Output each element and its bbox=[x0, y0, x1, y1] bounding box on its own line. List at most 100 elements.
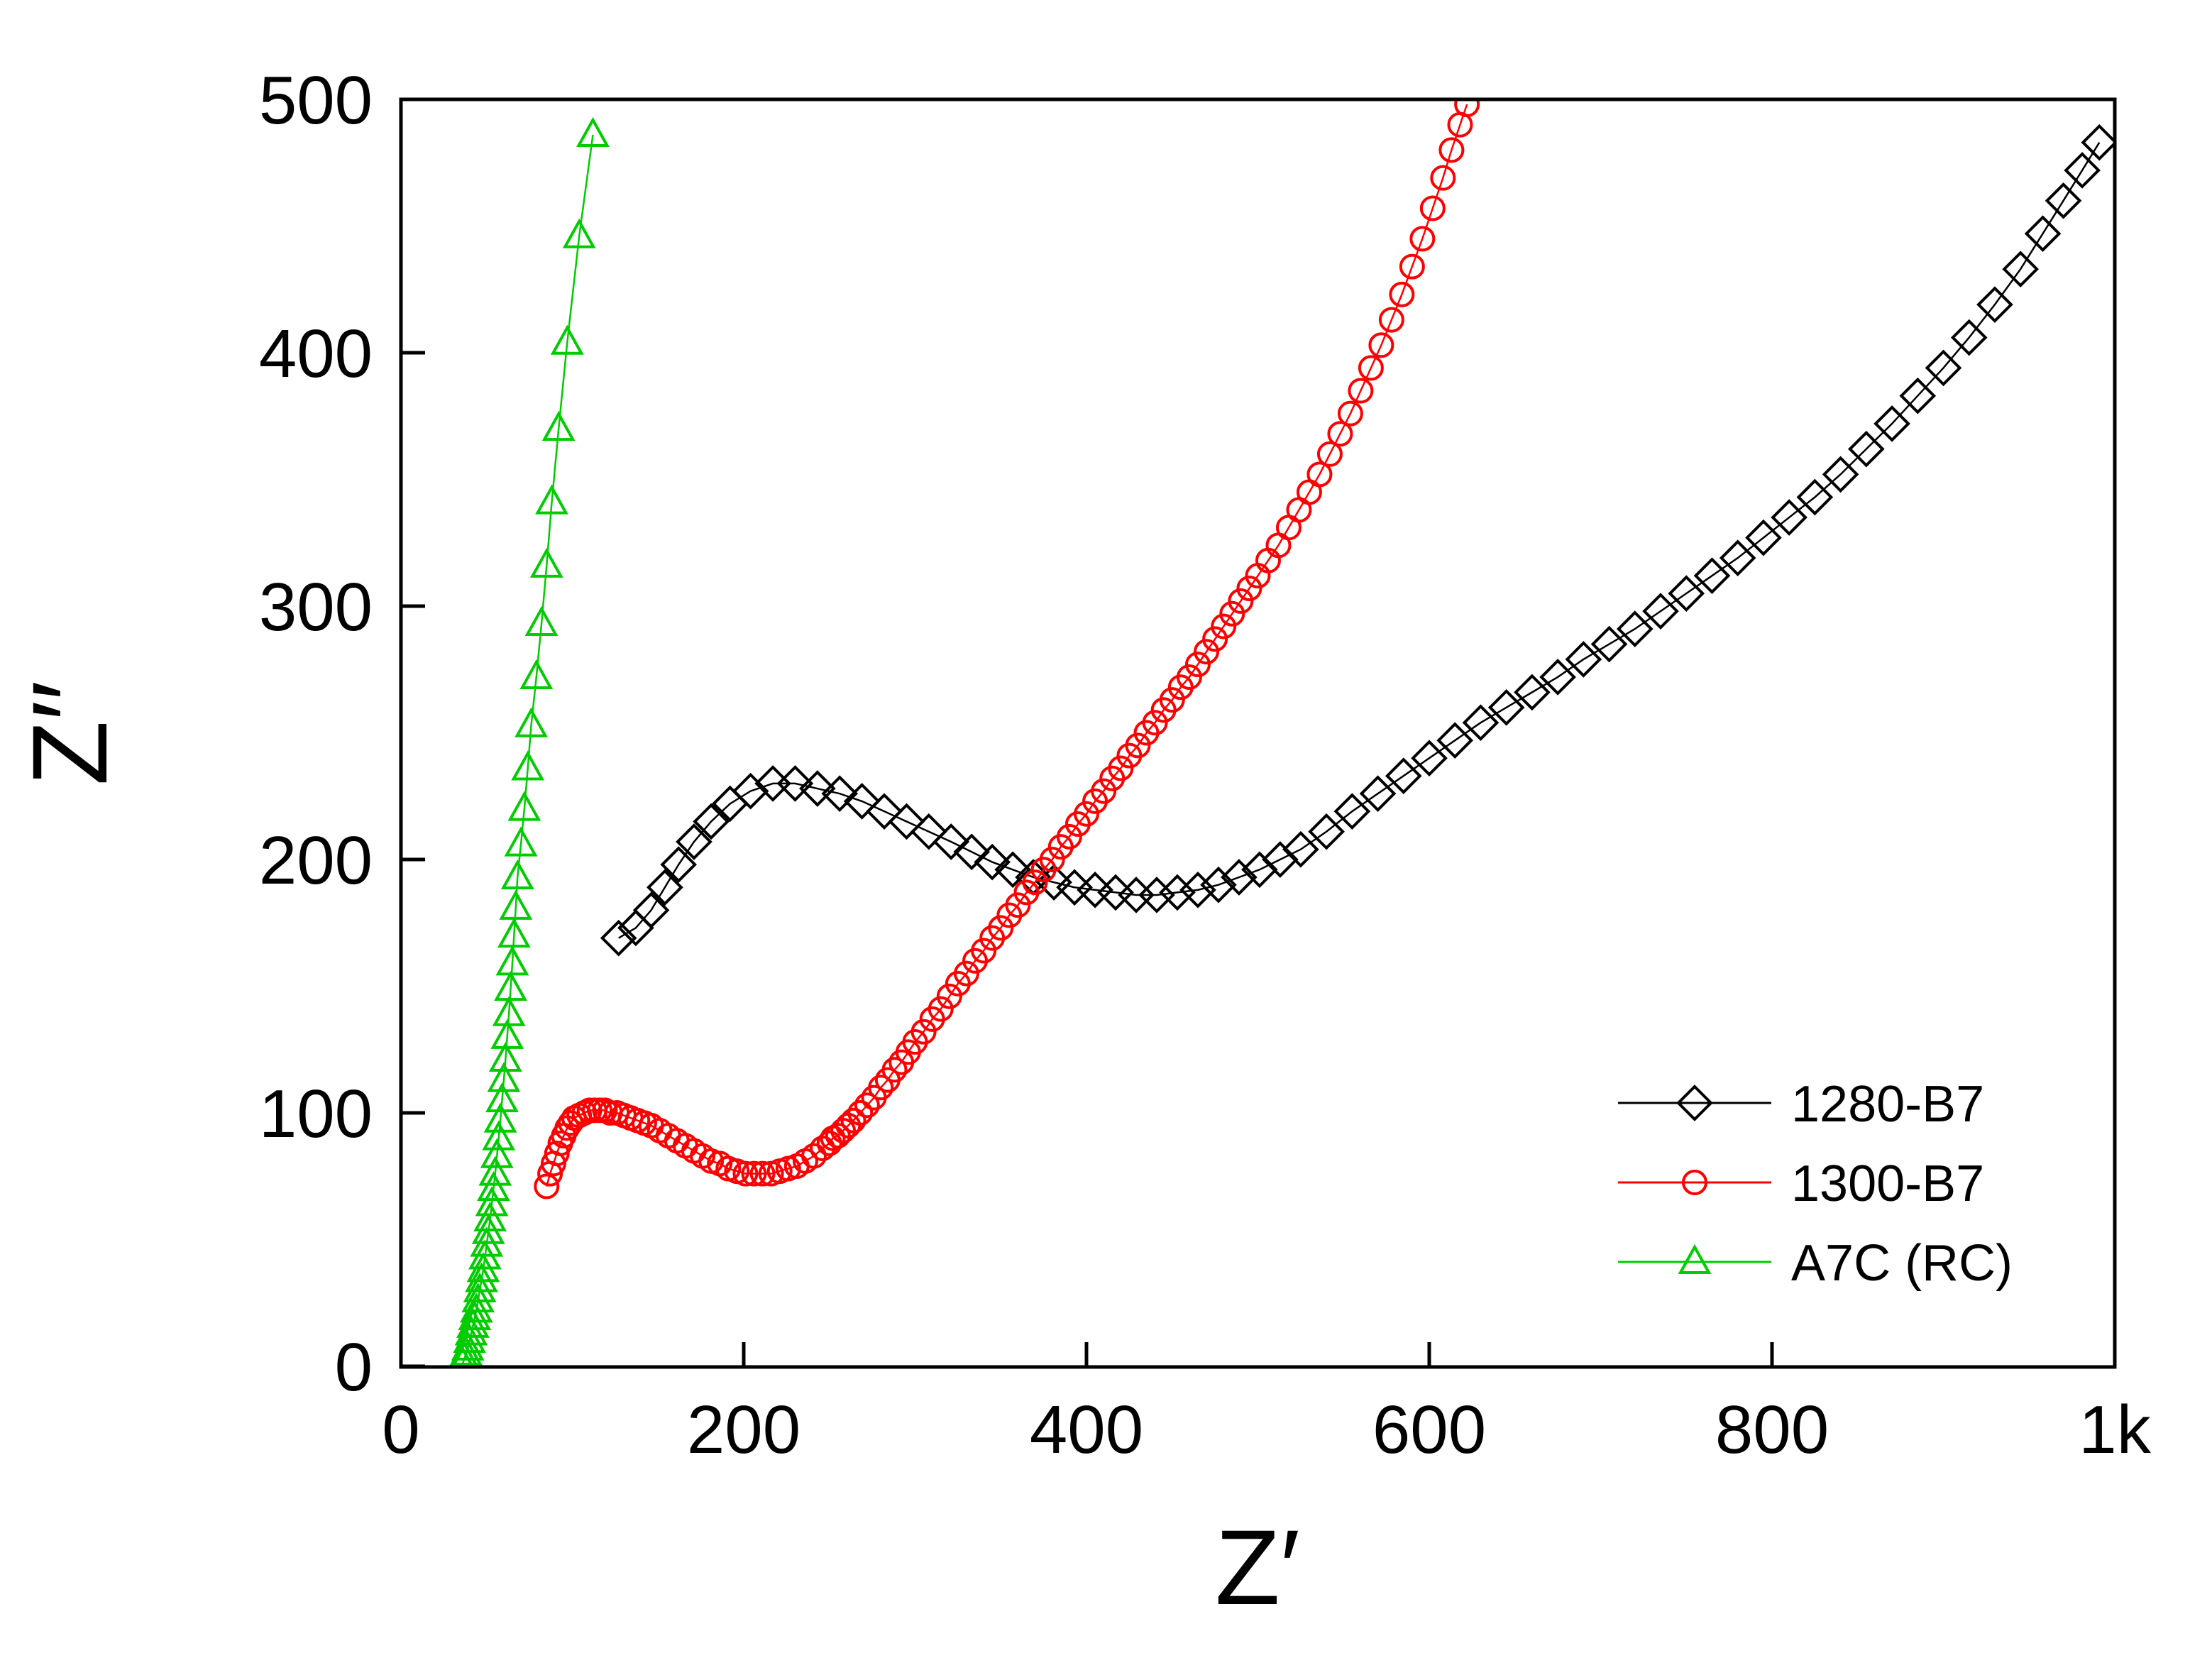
circle-marker bbox=[1358, 355, 1384, 381]
diamond-marker bbox=[1925, 349, 1962, 387]
diamond-marker bbox=[1411, 740, 1448, 777]
triangle-marker bbox=[480, 1138, 514, 1168]
triangle-marker bbox=[454, 1315, 488, 1346]
diamond-marker bbox=[821, 775, 859, 813]
triangle-marker bbox=[507, 791, 541, 821]
diamond-marker bbox=[1642, 593, 1679, 630]
y-tick-label: 0 bbox=[335, 1329, 373, 1405]
triangle-marker bbox=[494, 970, 527, 1001]
diamond-marker bbox=[1565, 641, 1602, 678]
triangle-marker bbox=[475, 1186, 509, 1217]
circle-marker bbox=[816, 1130, 842, 1156]
circle-marker bbox=[1184, 652, 1211, 678]
diamond-marker bbox=[676, 823, 712, 860]
circle-marker bbox=[1306, 461, 1333, 488]
triangle-marker bbox=[550, 324, 584, 355]
circle-marker bbox=[1125, 732, 1151, 759]
circle-marker bbox=[1337, 400, 1363, 427]
circle-marker bbox=[1091, 778, 1117, 804]
x-tick-label: 200 bbox=[687, 1392, 800, 1468]
triangle-marker bbox=[524, 605, 558, 636]
diamond-marker bbox=[1282, 830, 1319, 868]
diamond-marker bbox=[1200, 866, 1237, 904]
triangle-marker bbox=[535, 484, 568, 515]
legend-item-1300-B7: 1300-B7 bbox=[1618, 1155, 1984, 1212]
diamond-marker bbox=[1590, 625, 1628, 663]
circle-marker bbox=[988, 915, 1014, 941]
data-series-layer bbox=[449, 99, 2115, 1367]
triangle-marker bbox=[504, 826, 538, 857]
diamond-marker bbox=[2081, 123, 2115, 161]
circle-marker bbox=[1228, 588, 1254, 614]
series-line bbox=[546, 104, 1468, 1187]
x-tick-label: 1k bbox=[2079, 1392, 2151, 1468]
diamond-marker bbox=[1822, 456, 1859, 493]
circle-marker bbox=[1176, 664, 1202, 690]
triangle-marker bbox=[487, 1062, 521, 1092]
circle-marker bbox=[868, 1075, 894, 1101]
x-tick-label: 800 bbox=[1715, 1392, 1829, 1468]
y-tick-label: 400 bbox=[259, 316, 373, 392]
plot-frame bbox=[399, 97, 2117, 1369]
triangle-marker bbox=[576, 116, 610, 147]
triangle-marker bbox=[488, 1041, 522, 1072]
diamond-marker bbox=[1796, 478, 1834, 516]
triangle-marker bbox=[456, 1307, 490, 1338]
triangle-marker bbox=[451, 1330, 485, 1361]
diamond-marker bbox=[799, 770, 836, 807]
circle-marker bbox=[847, 1100, 874, 1126]
circle-marker bbox=[1409, 226, 1436, 252]
circle-marker bbox=[1682, 1170, 1707, 1195]
legend-item-A7C (RC): A7C (RC) bbox=[1618, 1235, 2013, 1292]
diamond-marker bbox=[953, 833, 991, 871]
circle-marker bbox=[1327, 421, 1353, 447]
x-tick-label: 400 bbox=[1030, 1392, 1143, 1468]
triangle-marker bbox=[465, 1262, 498, 1292]
circle-marker bbox=[1438, 137, 1465, 163]
circle-marker bbox=[732, 1160, 759, 1187]
diamond-marker bbox=[600, 919, 637, 957]
diamond-marker bbox=[1616, 610, 1654, 647]
diamond-marker bbox=[1976, 286, 2013, 323]
circle-marker bbox=[936, 983, 962, 1009]
triangle-marker bbox=[500, 859, 534, 889]
diamond-marker bbox=[1950, 319, 1988, 356]
y-tick-label: 300 bbox=[259, 569, 373, 645]
diamond-marker bbox=[1487, 688, 1525, 726]
circle-marker bbox=[910, 1018, 937, 1045]
triangle-marker bbox=[541, 410, 576, 441]
triangle-marker bbox=[473, 1201, 507, 1231]
y-tick-label: 500 bbox=[259, 62, 373, 138]
circle-marker bbox=[801, 1143, 827, 1169]
diamond-marker bbox=[1138, 877, 1175, 913]
triangle-marker bbox=[492, 996, 526, 1026]
circle-marker bbox=[1142, 710, 1168, 736]
circle-marker bbox=[928, 996, 954, 1022]
diamond-marker bbox=[646, 869, 683, 906]
diamond-marker bbox=[1159, 874, 1196, 911]
circle-marker bbox=[749, 1160, 776, 1187]
axis-tick-labels: 0 200 400 600 800 1k 0 100 200 300 400 500 bbox=[259, 62, 2152, 1468]
triangle-marker bbox=[459, 1292, 493, 1323]
circle-marker bbox=[1056, 823, 1082, 850]
x-tick-label: 600 bbox=[1372, 1392, 1486, 1468]
triangle-marker bbox=[562, 218, 596, 248]
diamond-marker bbox=[1514, 674, 1551, 711]
diamond-marker bbox=[1668, 575, 1705, 612]
diamond-marker bbox=[2024, 215, 2062, 253]
legend: 1280-B7 1300-B7 A7C (RC) bbox=[1618, 1076, 2013, 1292]
diamond-marker bbox=[1308, 813, 1345, 850]
circle-marker bbox=[741, 1160, 767, 1187]
diamond-marker bbox=[776, 765, 814, 802]
circle-marker bbox=[1211, 613, 1237, 639]
circle-marker bbox=[1430, 165, 1456, 191]
triangle-marker bbox=[478, 1155, 512, 1186]
diamond-marker bbox=[1771, 499, 1807, 536]
legend-item-1280-B7: 1280-B7 bbox=[1618, 1076, 1984, 1133]
circle-marker bbox=[1368, 332, 1394, 358]
circle-marker bbox=[971, 938, 997, 964]
triangle-marker bbox=[519, 659, 554, 689]
triangle-marker bbox=[483, 1102, 517, 1133]
circle-marker bbox=[1219, 600, 1245, 627]
